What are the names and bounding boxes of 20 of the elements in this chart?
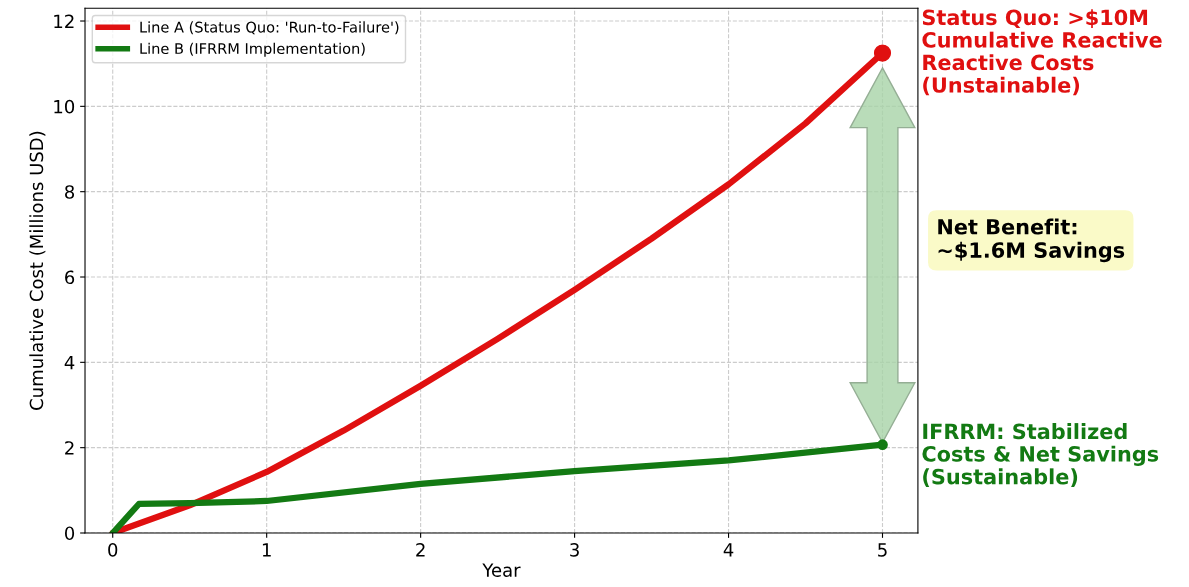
y-tick-label: 12 [54, 14, 74, 28]
x-tick-label: 5 [878, 543, 887, 557]
x-tick-label: 4 [723, 543, 734, 557]
x-tick-label: 0 [108, 543, 118, 557]
y-axis-title: Cumulative Cost (Millions USD) [29, 131, 46, 410]
annotation: Status Quo: >$10M Cumulative Reactive Reactive Costs (Unstainable) [922, 9, 1162, 96]
x-tick-label: 1 [262, 543, 271, 557]
annotation: IFRRM: Stabilized Costs & Net Savings (Sustainable) [922, 423, 1159, 487]
legend-label: Line A (Status Quo: 'Run-to-Failure') [140, 21, 399, 35]
text: Net Benefit: ~$1.6M Savings [938, 218, 1125, 263]
y-tick-label: 10 [54, 99, 75, 114]
y-tick-label: 0 [64, 526, 75, 541]
y-tick-label: 6 [65, 270, 75, 285]
y-tick-label: 2 [65, 441, 74, 455]
y-tick-label: 8 [65, 185, 75, 199]
x-axis-title: Year [482, 563, 521, 577]
x-tick-label: 2 [416, 543, 425, 557]
x-tick-label: 3 [570, 543, 579, 557]
legend-label: Line B (IFRRM Implementation) [140, 42, 365, 57]
y-tick-label: 4 [64, 356, 75, 370]
